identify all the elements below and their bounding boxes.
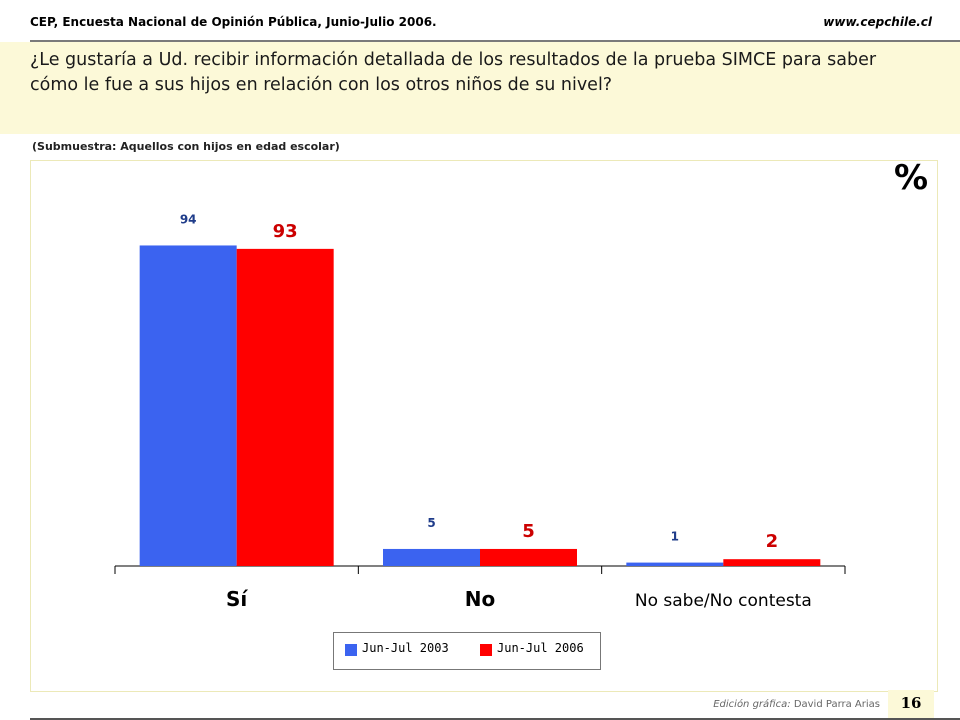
data-label: 1 [671, 530, 679, 544]
bar-2006 [723, 559, 821, 566]
legend-swatch-2006 [480, 644, 492, 656]
bar-2003 [626, 562, 724, 566]
legend-swatch-2003 [345, 644, 357, 656]
data-label: 94 [180, 212, 197, 226]
data-label: 5 [427, 516, 435, 530]
unit-label: % [894, 158, 929, 198]
bar-2006 [236, 248, 334, 566]
category-label: Sí [226, 587, 248, 611]
bar-2003 [383, 548, 480, 566]
legend: Jun-Jul 2003 Jun-Jul 2006 [333, 632, 601, 670]
footer-credit-name: David Parra Arias [793, 699, 880, 710]
bar-2006 [480, 548, 577, 566]
page-number: 16 [888, 690, 934, 718]
header-source: CEP, Encuesta Nacional de Opinión Públic… [30, 15, 437, 29]
subsample-note: (Submuestra: Aquellos con hijos en edad … [32, 140, 340, 153]
data-label: 5 [522, 521, 535, 542]
category-label: No [465, 587, 495, 611]
legend-label: Jun-Jul 2006 [497, 641, 584, 655]
question-text: ¿Le gustaría a Ud. recibir información d… [30, 50, 877, 95]
top-rule [30, 40, 960, 42]
data-label: 93 [273, 221, 298, 242]
question-box [0, 42, 960, 134]
footer-credit-prefix: Edición gráfica: [713, 699, 791, 710]
category-label: No sabe/No contesta [635, 591, 812, 611]
bar-2003 [139, 245, 237, 566]
data-label: 2 [766, 531, 779, 552]
bottom-rule [30, 718, 960, 720]
footer-credit: Edición gráfica: David Parra Arias [713, 699, 880, 710]
legend-label: Jun-Jul 2003 [362, 641, 449, 655]
header-url[interactable]: www.cepchile.cl [823, 15, 932, 29]
